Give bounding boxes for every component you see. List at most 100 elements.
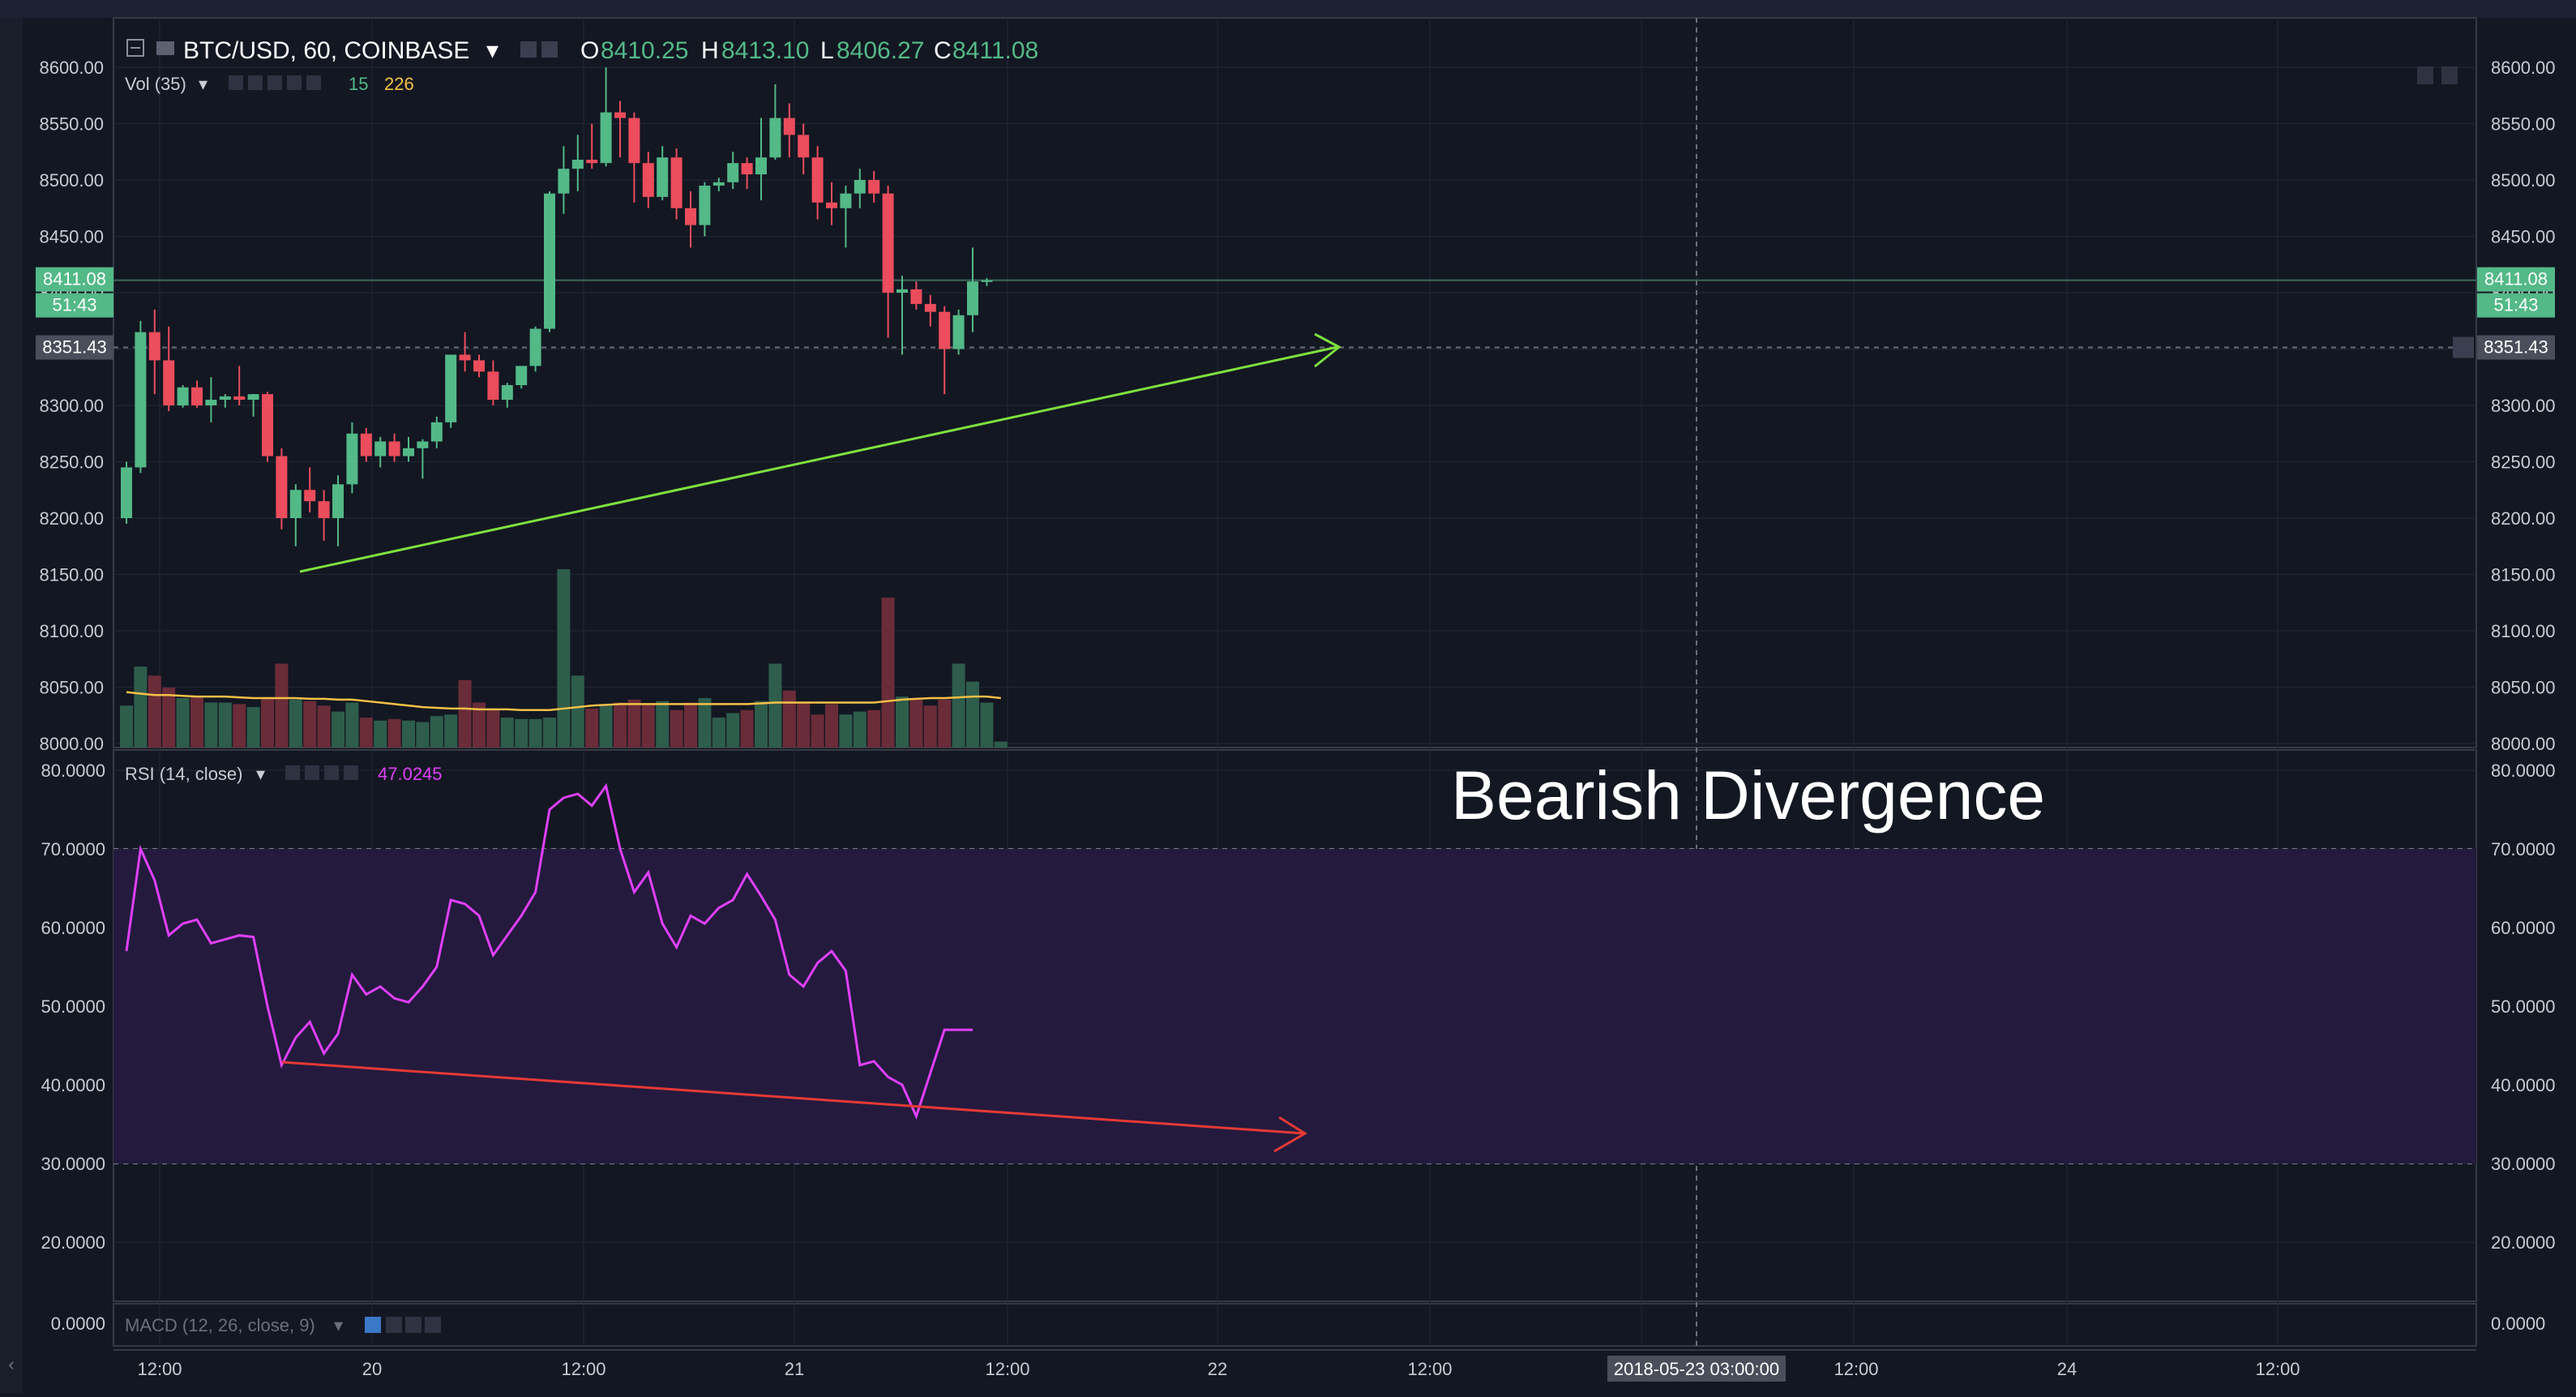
gear-icon[interactable] xyxy=(305,765,319,780)
candle-body xyxy=(685,208,696,225)
candle-body xyxy=(205,400,217,405)
macd-dropdown-icon[interactable]: ▾ xyxy=(334,1315,343,1335)
rsi-indicator-label[interactable]: RSI (14, close) xyxy=(125,764,243,784)
top-toolbar-strip xyxy=(0,0,2576,18)
candle-body xyxy=(952,315,965,349)
gear-icon[interactable] xyxy=(541,41,558,58)
candle-body xyxy=(910,289,922,304)
volume-bar xyxy=(359,718,373,748)
rsi-band xyxy=(113,849,2476,1163)
rsi-axis-right-label: 40.0000 xyxy=(2491,1075,2556,1095)
add-alert-icon[interactable] xyxy=(2453,336,2474,358)
ohlc-low-label: L xyxy=(820,37,834,64)
candle-body xyxy=(360,433,372,456)
crosshair-time-badge xyxy=(1607,1356,1786,1382)
add-icon[interactable] xyxy=(324,765,339,780)
rsi-dropdown-icon[interactable]: ▾ xyxy=(256,764,265,784)
volume-bar xyxy=(402,720,415,748)
volume-bar xyxy=(543,718,556,748)
candle-body xyxy=(826,202,837,208)
rsi-line xyxy=(125,782,973,1120)
candle-body xyxy=(501,384,513,401)
last-price-badge-right-bg xyxy=(2477,267,2555,292)
settings-icon[interactable] xyxy=(520,41,537,58)
rsi-axis-left-label: 30.0000 xyxy=(41,1154,105,1174)
rsi-trendline[interactable] xyxy=(281,1061,1306,1135)
candle-body xyxy=(783,118,795,135)
volume-dropdown-icon[interactable]: ▾ xyxy=(199,74,208,94)
collapse-legend-icon[interactable] xyxy=(126,39,144,57)
candle-body xyxy=(657,157,669,197)
volume-indicator-label[interactable]: Vol (35) xyxy=(125,74,186,94)
price-panel xyxy=(113,17,2477,748)
price-axis-left-label: 8450.00 xyxy=(39,227,104,247)
gear-icon[interactable] xyxy=(248,75,263,90)
volume-bar xyxy=(656,701,670,748)
rsi-axis-left-label: 80.0000 xyxy=(41,761,105,781)
candle-body xyxy=(148,332,160,361)
rsi-axis-left-label: 50.0000 xyxy=(41,996,105,1017)
volume-bar xyxy=(726,713,740,748)
candle-body xyxy=(177,387,189,405)
macd-indicator-label[interactable]: MACD (12, 26, close, 9) xyxy=(125,1315,315,1335)
series-type-icon[interactable] xyxy=(156,41,174,55)
candle-body xyxy=(487,371,499,401)
candle-body xyxy=(769,118,781,158)
volume-bar xyxy=(289,699,302,748)
rsi-axis-left-label: 40.0000 xyxy=(41,1075,105,1095)
symbol-label[interactable]: BTC/USD, 60, COINBASE xyxy=(183,37,469,64)
price-axis-left-label: 8300.00 xyxy=(39,396,104,416)
price-axis-right-label: 8100.00 xyxy=(2491,621,2556,641)
add-icon[interactable] xyxy=(405,1317,421,1333)
ohlc-open-label: O xyxy=(580,37,599,64)
last-price-badge-left-bg xyxy=(36,267,113,292)
price-axis-left-label: 8150.00 xyxy=(39,565,104,585)
candle-body xyxy=(854,180,866,194)
volume-bar xyxy=(712,718,725,748)
candle-body xyxy=(388,441,400,456)
macd-axis-left-label: 0.0000 xyxy=(51,1313,105,1334)
candle-body xyxy=(811,157,824,203)
candle-body xyxy=(868,180,880,194)
volume-bar xyxy=(134,666,148,748)
price-axis-right-label: 8200.00 xyxy=(2491,508,2556,529)
candle-body xyxy=(727,163,739,182)
price-axis-right-label: 8050.00 xyxy=(2491,678,2556,698)
close-icon[interactable] xyxy=(425,1317,441,1333)
volume-bar xyxy=(515,718,528,748)
volume-bar xyxy=(345,702,359,748)
ohlc-close-label: C xyxy=(934,37,952,64)
candle-body xyxy=(262,394,273,456)
candle-body xyxy=(699,185,711,225)
candle-body xyxy=(939,311,951,349)
support-trendline[interactable] xyxy=(299,345,1338,573)
volume-bar xyxy=(444,714,458,748)
close-icon[interactable] xyxy=(344,765,358,780)
symbol-dropdown-icon[interactable]: ▾ xyxy=(486,37,499,64)
visibility-icon[interactable] xyxy=(285,765,300,780)
time-axis-label: 20 xyxy=(362,1359,382,1379)
crosshair-price-badge-left-bg xyxy=(36,335,113,360)
close-icon[interactable] xyxy=(287,75,302,90)
volume-bar xyxy=(670,709,683,748)
price-axis-right-label: 8150.00 xyxy=(2491,565,2556,585)
scroll-down-icon[interactable] xyxy=(2417,66,2433,84)
scroll-up-icon[interactable] xyxy=(2441,66,2458,84)
visibility-icon[interactable] xyxy=(229,75,243,90)
gear-icon[interactable] xyxy=(386,1317,402,1333)
annotation-bearish-divergence[interactable]: Bearish Divergence xyxy=(1451,757,2045,833)
volume-bar xyxy=(233,704,246,748)
volume-bar xyxy=(528,718,542,748)
collapse-arrow-icon[interactable]: ‹ xyxy=(8,1354,14,1374)
volume-bar xyxy=(698,697,712,748)
more-icon[interactable] xyxy=(306,75,321,90)
crosshair-price-badge-right-bg xyxy=(2477,335,2555,360)
visibility-icon[interactable] xyxy=(365,1317,381,1333)
candle-body xyxy=(670,157,683,208)
drawn-trendlines[interactable] xyxy=(281,332,1341,1153)
add-icon[interactable] xyxy=(267,75,282,90)
time-axis-label: 12:00 xyxy=(2255,1359,2300,1379)
candle-body xyxy=(628,118,640,164)
candle-body xyxy=(135,332,147,468)
